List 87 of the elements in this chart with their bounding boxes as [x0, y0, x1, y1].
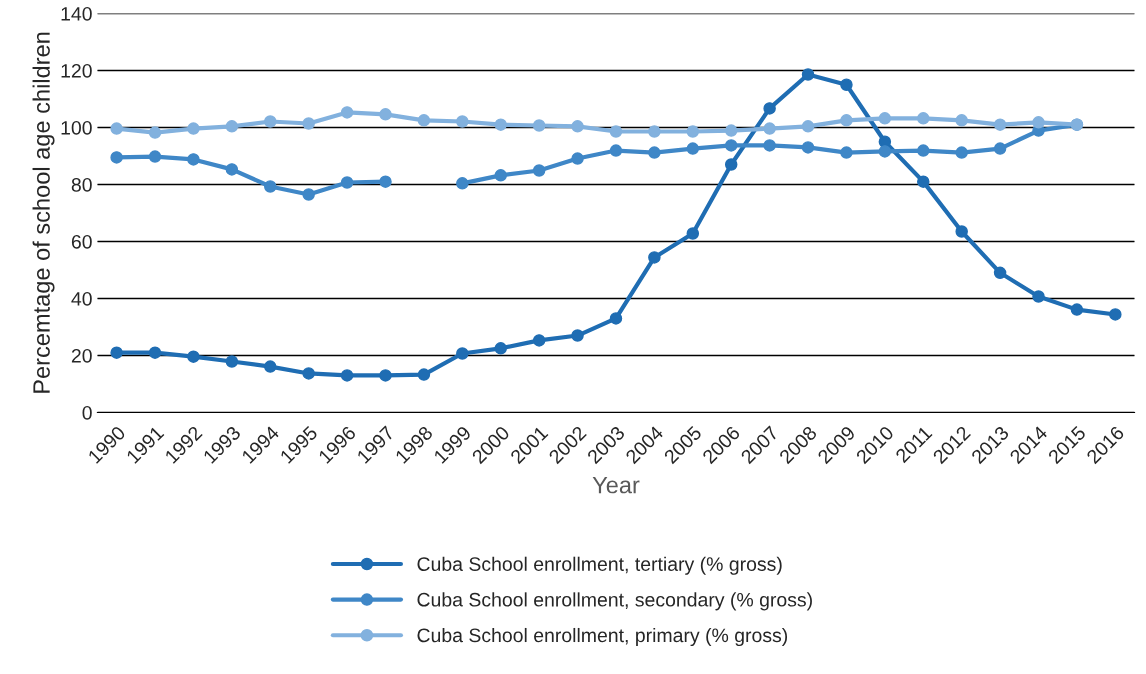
point	[456, 347, 469, 360]
point	[840, 114, 853, 127]
point	[340, 176, 354, 189]
point	[302, 117, 315, 130]
x-axis-title: Year	[592, 476, 640, 494]
point	[724, 124, 738, 137]
point	[1070, 303, 1084, 316]
point	[686, 227, 700, 240]
point	[993, 266, 1007, 280]
point	[417, 368, 431, 381]
legend-label: Cuba School enrollment, secondary (% gross)	[417, 592, 812, 611]
point	[609, 125, 623, 138]
point	[494, 169, 507, 182]
point	[148, 126, 162, 139]
point	[187, 122, 200, 135]
point	[302, 188, 315, 201]
y-tick-label: 20	[71, 348, 92, 363]
point	[840, 146, 853, 159]
y-tick-label: 80	[71, 177, 92, 192]
point	[264, 115, 277, 128]
point	[148, 150, 162, 163]
point	[571, 120, 584, 133]
legend-label: Cuba School enrollment, tertiary (% gross)	[417, 556, 782, 575]
point	[648, 125, 661, 138]
point	[840, 78, 853, 91]
point	[878, 145, 892, 158]
y-axis-title: Percemtage of school age children	[32, 32, 55, 393]
point	[148, 346, 162, 359]
point	[494, 342, 507, 355]
point	[571, 329, 584, 342]
point	[379, 369, 392, 382]
point	[340, 106, 354, 119]
point	[456, 115, 469, 128]
point	[686, 125, 700, 138]
point	[801, 68, 815, 81]
point	[494, 118, 507, 131]
point	[456, 177, 469, 190]
point	[993, 118, 1007, 131]
point	[763, 139, 776, 152]
point	[801, 141, 815, 154]
point	[955, 146, 968, 159]
point	[609, 312, 623, 325]
point	[763, 122, 776, 135]
point	[724, 139, 738, 152]
y-tick-label: 60	[71, 234, 92, 249]
point	[187, 350, 200, 363]
point	[110, 151, 123, 164]
point	[532, 119, 546, 132]
point	[264, 360, 277, 373]
point	[648, 251, 661, 264]
point	[917, 112, 930, 125]
point	[187, 153, 200, 166]
point	[1109, 308, 1122, 321]
point	[225, 163, 239, 176]
point	[955, 114, 968, 127]
point	[340, 369, 354, 382]
point	[264, 180, 277, 193]
point	[110, 346, 123, 359]
point	[1032, 116, 1045, 129]
y-tick-label: 40	[71, 291, 92, 306]
y-tick-label: 120	[61, 63, 92, 78]
point	[532, 164, 546, 177]
point	[379, 108, 392, 121]
point	[686, 142, 700, 155]
point	[225, 355, 239, 368]
point	[724, 158, 738, 171]
point	[878, 112, 892, 125]
point	[225, 120, 239, 133]
point	[417, 114, 431, 127]
y-tick-label: 100	[61, 120, 92, 135]
point	[302, 367, 315, 380]
y-tick-label: 0	[82, 405, 92, 420]
point	[379, 175, 392, 188]
point	[648, 146, 661, 159]
point	[801, 120, 815, 133]
legend-label: Cuba School enrollment, primary (% gross)	[417, 627, 788, 647]
point	[532, 334, 546, 347]
point	[917, 144, 930, 157]
point	[1032, 290, 1045, 303]
y-tick-label: 140	[61, 6, 92, 21]
point	[917, 175, 930, 188]
point	[110, 122, 123, 135]
point	[955, 225, 968, 238]
point	[763, 102, 776, 115]
point	[993, 142, 1007, 155]
point	[609, 144, 623, 157]
point	[571, 152, 584, 165]
